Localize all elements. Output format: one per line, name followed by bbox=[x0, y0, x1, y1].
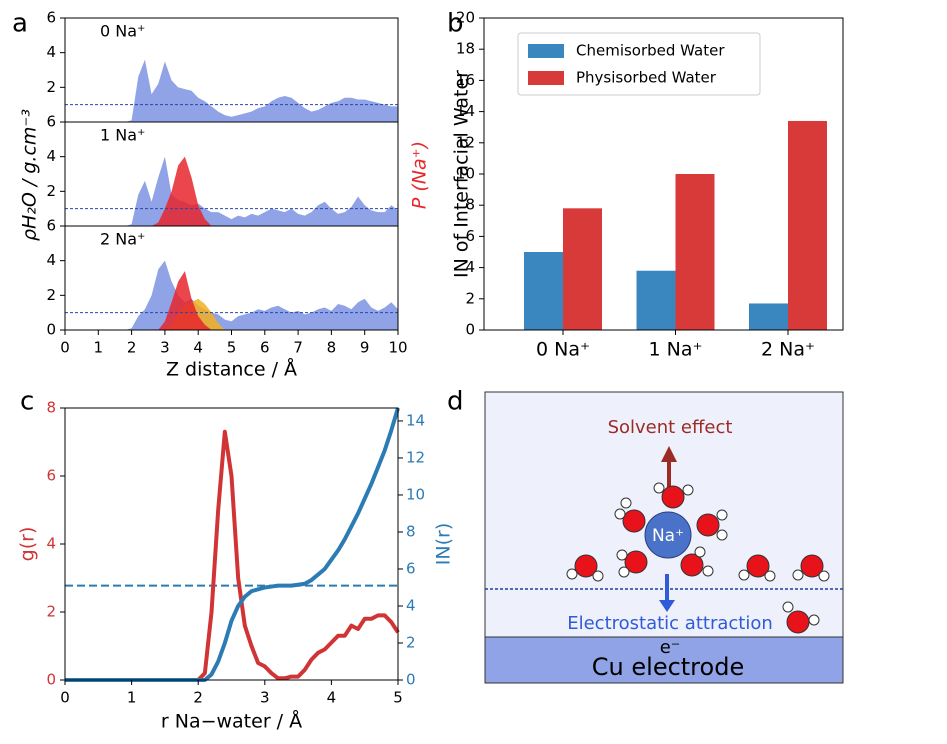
x-tick-label: 2 bbox=[193, 689, 203, 707]
x-tick-label: 1 Na⁺ bbox=[648, 339, 702, 361]
y2-tick-label: 6 bbox=[406, 559, 416, 577]
y-axis-label: g(r) bbox=[17, 527, 39, 562]
x-tick-label: 1 bbox=[127, 689, 137, 707]
y-tick-label: 2 bbox=[46, 603, 56, 621]
y-tick-label: 8 bbox=[46, 399, 56, 417]
x-tick-label: 2 Na⁺ bbox=[761, 339, 815, 361]
x-tick-label: 4 bbox=[327, 689, 337, 707]
arrow-down bbox=[659, 574, 675, 612]
y-tick-label: 14 bbox=[456, 102, 475, 120]
y-tick-label: 18 bbox=[456, 40, 475, 58]
y2-tick-label: 12 bbox=[406, 448, 425, 466]
y-tick-label: 6 bbox=[46, 217, 56, 235]
x-tick-label: 9 bbox=[360, 339, 370, 357]
attraction-label: Electrostatic attraction bbox=[567, 613, 773, 634]
legend-box bbox=[517, 32, 761, 96]
legend-label: Physisorbed Water bbox=[576, 69, 717, 87]
panel-label: 0 Na⁺ bbox=[100, 22, 145, 41]
bar bbox=[749, 303, 788, 330]
line bbox=[65, 429, 400, 682]
y2-tick-label: 4 bbox=[406, 596, 416, 614]
y-tick-label: 16 bbox=[456, 71, 475, 89]
arrow-up bbox=[661, 446, 677, 490]
area bbox=[65, 260, 398, 330]
y-tick-label: 4 bbox=[46, 43, 56, 61]
panel-letter: c bbox=[20, 387, 34, 417]
y-tick-label: 4 bbox=[46, 147, 56, 165]
y-tick-label: 0 bbox=[465, 321, 475, 339]
panel-letter: b bbox=[447, 9, 464, 39]
x-tick-label: 3 bbox=[260, 689, 270, 707]
y-tick-label: 6 bbox=[465, 227, 475, 245]
plot-frame bbox=[64, 407, 399, 681]
y-tick-label: 12 bbox=[456, 133, 475, 151]
panel-letter: d bbox=[447, 387, 464, 417]
y-axis-label: ρH₂O / g.cm⁻³ bbox=[19, 109, 41, 241]
y-tick-label: 4 bbox=[46, 251, 56, 269]
y-tick-label: 2 bbox=[46, 182, 56, 200]
y-tick-label: 4 bbox=[46, 535, 56, 553]
y-tick-label: 6 bbox=[46, 113, 56, 131]
x-tick-label: 0 bbox=[60, 339, 70, 357]
bar bbox=[675, 174, 715, 330]
x-tick-label: 7 bbox=[293, 339, 303, 357]
legend-label: Chemisorbed Water bbox=[576, 42, 725, 60]
bar bbox=[524, 252, 563, 330]
ion-label: Na⁺ bbox=[652, 526, 684, 546]
y-tick-label: 4 bbox=[465, 258, 475, 276]
y2-axis-label: IN(r) bbox=[433, 523, 455, 565]
y2-tick-label: 8 bbox=[406, 522, 416, 540]
electrode-label: Cu electrode bbox=[592, 653, 744, 681]
area bbox=[65, 156, 398, 226]
line bbox=[65, 407, 400, 682]
x-tick-label: 0 bbox=[60, 689, 70, 707]
y-axis-label: IN of Interfacial Water bbox=[451, 70, 473, 278]
y-tick-label: 10 bbox=[456, 165, 475, 183]
x-tick-label: 6 bbox=[260, 339, 270, 357]
y-tick-label: 2 bbox=[465, 289, 475, 307]
bar bbox=[636, 270, 676, 330]
x-tick-label: 0 Na⁺ bbox=[536, 339, 590, 361]
x-tick-label: 3 bbox=[160, 339, 170, 357]
electron-label: e⁻ bbox=[660, 637, 681, 658]
x-axis-label: Z distance / Å bbox=[166, 358, 297, 381]
diagram: Na⁺ Solvent effect Electrostatic attract… bbox=[484, 391, 844, 684]
y-tick-label: 0 bbox=[46, 321, 56, 339]
bar bbox=[563, 208, 602, 330]
y2-tick-label: 2 bbox=[406, 633, 416, 651]
y-tick-label: 8 bbox=[465, 196, 475, 214]
x-tick-label: 2 bbox=[127, 339, 137, 357]
x-tick-label: 4 bbox=[193, 339, 203, 357]
x-tick-label: 10 bbox=[388, 339, 407, 357]
x-tick-label: 8 bbox=[327, 339, 337, 357]
panel-label: 1 Na⁺ bbox=[100, 126, 145, 145]
panel-letter: a bbox=[12, 9, 28, 39]
y2-tick-label: 10 bbox=[406, 485, 425, 503]
y-tick-label: 2 bbox=[46, 78, 56, 96]
x-axis-label: r Na−water / Å bbox=[161, 710, 302, 733]
x-tick-label: 1 bbox=[94, 339, 104, 357]
y-tick-label: 2 bbox=[46, 286, 56, 304]
panel-label: 2 Na⁺ bbox=[100, 230, 145, 249]
y2-axis-label: P (Na⁺) bbox=[409, 141, 431, 209]
water-molecules bbox=[566, 482, 830, 634]
x-tick-label: 5 bbox=[393, 689, 403, 707]
x-tick-label: 5 bbox=[227, 339, 237, 357]
bar bbox=[788, 120, 827, 331]
y2-tick-label: 0 bbox=[406, 671, 416, 689]
solvent-label: Solvent effect bbox=[608, 417, 733, 438]
na-ion bbox=[644, 511, 692, 559]
legend-swatch bbox=[528, 44, 564, 58]
y-tick-label: 20 bbox=[456, 9, 475, 27]
y-tick-label: 6 bbox=[46, 9, 56, 27]
y2-tick-label: 14 bbox=[406, 411, 425, 429]
area bbox=[65, 59, 398, 122]
y-tick-label: 6 bbox=[46, 467, 56, 485]
electrode bbox=[484, 636, 844, 684]
y-tick-label: 0 bbox=[46, 671, 56, 689]
legend-swatch bbox=[528, 71, 564, 85]
